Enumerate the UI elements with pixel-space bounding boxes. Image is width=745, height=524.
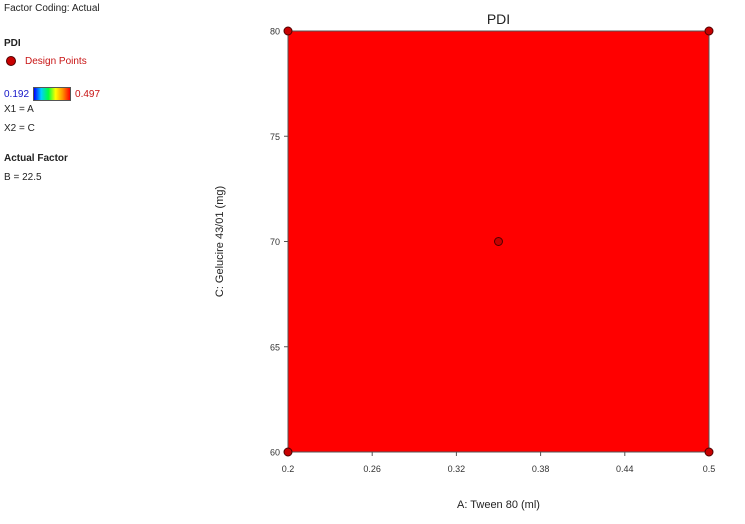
- colorbar-gradient: [33, 87, 72, 101]
- x-tick-label: 0.44: [616, 464, 634, 474]
- x-tick-label: 0.5: [703, 464, 716, 474]
- colorbar-min: 0.192: [4, 88, 30, 100]
- y-axis-label: C: Gelucire 43/01 (mg): [214, 186, 226, 297]
- y-tick-label: 80: [270, 27, 280, 37]
- actual-factor-title: Actual Factor: [4, 153, 68, 164]
- design-point: [283, 26, 293, 36]
- design-point-marker-icon: [6, 56, 16, 66]
- design-points-label: Design Points: [25, 55, 87, 67]
- x-tick-label: 0.26: [363, 464, 381, 474]
- x-tick-label: 0.2: [282, 464, 295, 474]
- design-points: [283, 26, 714, 457]
- design-point: [494, 237, 503, 246]
- response-name: PDI: [4, 38, 21, 49]
- design-point: [704, 26, 714, 36]
- x1-mapping: X1 = A: [4, 104, 34, 115]
- design-points-legend: Design Points: [6, 55, 87, 67]
- design-point: [704, 447, 714, 457]
- colorbar-max: 0.497: [75, 88, 101, 100]
- y-tick-label: 60: [270, 448, 280, 458]
- y-tick-label: 70: [270, 237, 280, 247]
- design-point: [283, 447, 293, 457]
- x-tick-label: 0.32: [448, 464, 466, 474]
- colorbar: 0.192 0.497: [4, 86, 100, 102]
- y-tick-label: 75: [270, 132, 280, 142]
- x2-mapping: X2 = C: [4, 123, 35, 134]
- y-tick-label: 65: [270, 342, 280, 352]
- x-axis-label: A: Tween 80 (ml): [457, 499, 540, 511]
- chart-title: PDI: [487, 11, 510, 27]
- actual-factor-value: B = 22.5: [4, 172, 42, 183]
- factor-coding-label: Factor Coding: Actual: [4, 3, 100, 14]
- x-tick-label: 0.38: [532, 464, 550, 474]
